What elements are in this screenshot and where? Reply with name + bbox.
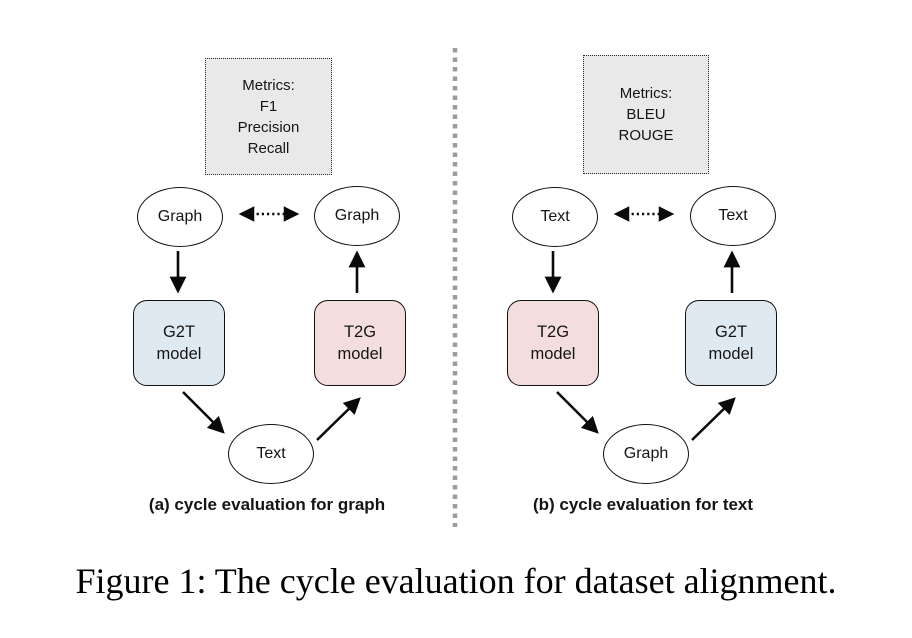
arrow-a-intermediate-to-right-model xyxy=(316,397,361,441)
figure-caption: Figure 1: The cycle evaluation for datas… xyxy=(75,561,837,601)
node-a-target-graph: Graph xyxy=(314,186,400,246)
arrow-a-left-model-to-intermediate xyxy=(182,391,225,434)
node-a-source-graph: Graph xyxy=(137,187,223,247)
model-b-g2t: G2T model xyxy=(685,300,777,386)
arrow-b-intermediate-to-right-model xyxy=(691,397,736,441)
node-a-intermediate-text: Text xyxy=(228,424,314,484)
metrics-box-a: Metrics: F1 Precision Recall xyxy=(205,58,332,175)
metrics-box-b: Metrics: BLEU ROUGE xyxy=(583,55,709,174)
arrow-b-left-model-to-intermediate xyxy=(556,391,599,434)
model-a-g2t: G2T model xyxy=(133,300,225,386)
caption-panel-b: (b) cycle evaluation for text xyxy=(532,495,754,514)
node-b-target-text: Text xyxy=(690,186,776,246)
caption-panel-a: (a) cycle evaluation for graph xyxy=(148,495,386,514)
model-b-t2g: T2G model xyxy=(507,300,599,386)
node-b-intermediate-graph: Graph xyxy=(603,424,689,484)
node-b-source-text: Text xyxy=(512,187,598,247)
model-a-t2g: T2G model xyxy=(314,300,406,386)
